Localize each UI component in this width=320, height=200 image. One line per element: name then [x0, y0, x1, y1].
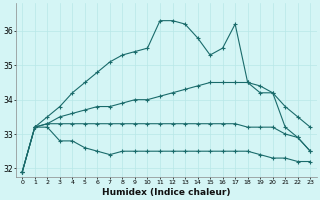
X-axis label: Humidex (Indice chaleur): Humidex (Indice chaleur) — [102, 188, 230, 197]
